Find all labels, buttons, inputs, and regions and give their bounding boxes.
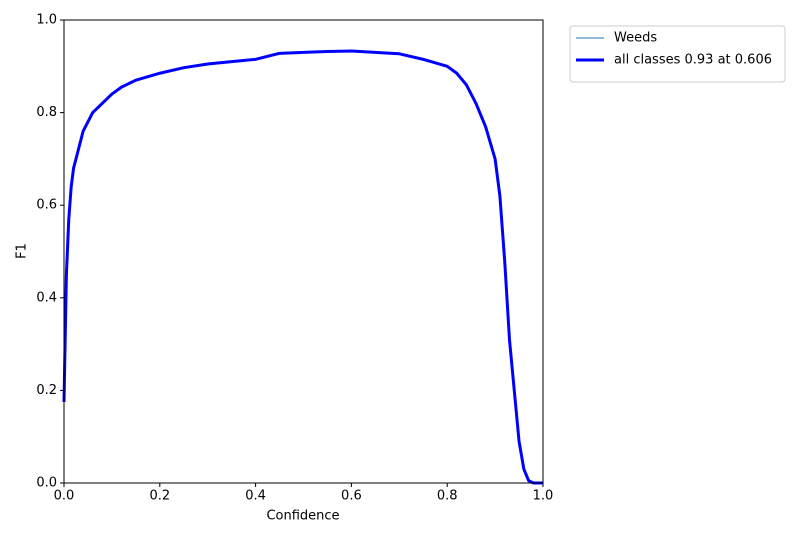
line: [62, 49, 543, 485]
line: [63, 50, 543, 484]
y-tick-label: 0.2: [36, 383, 57, 398]
x-tick-label: 0.2: [149, 489, 170, 504]
legend-label: Weeds: [614, 31, 657, 46]
y-axis-label: F1: [15, 243, 30, 259]
plot-frame: [63, 19, 544, 484]
y-tick-label: 1.0: [36, 13, 57, 28]
x-tick-label: 0.4: [245, 489, 266, 504]
y-tick-label: 0.6: [36, 198, 57, 213]
y-tick-label: 0.0: [36, 476, 57, 491]
x-tick-label: 0.8: [437, 489, 458, 504]
x-tick-label: 1.0: [533, 489, 554, 504]
x-axis-label: Confidence: [266, 509, 339, 524]
legend-label: all classes 0.93 at 0.606: [614, 53, 772, 68]
x-tick-label: 0.6: [341, 489, 362, 504]
x-tick-label: 0.0: [54, 489, 75, 504]
y-tick-label: 0.4: [36, 290, 57, 305]
y-tick-label: 0.8: [36, 105, 57, 120]
legend-box: [569, 25, 786, 83]
